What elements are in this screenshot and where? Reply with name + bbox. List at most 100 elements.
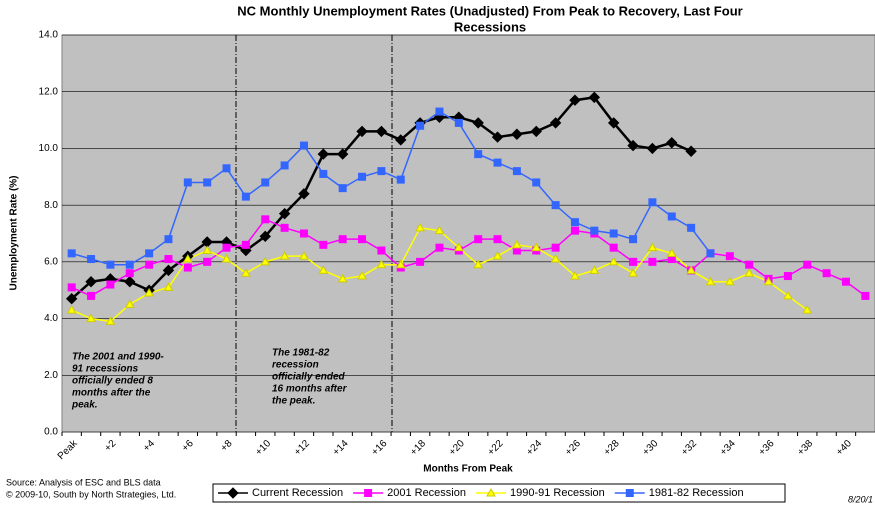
data-point xyxy=(609,229,618,238)
data-point xyxy=(106,260,115,269)
data-point xyxy=(549,117,562,129)
data-point xyxy=(163,282,174,291)
data-point xyxy=(261,215,270,224)
data-point xyxy=(532,178,541,187)
legend-label: 1990-91 Recession xyxy=(510,487,605,499)
data-point xyxy=(375,125,388,138)
legend-marker xyxy=(625,489,634,497)
data-point xyxy=(434,225,445,235)
data-point xyxy=(299,229,308,238)
annotation: peak. xyxy=(71,400,98,411)
source: © 2009-10, South by North Strategies, Lt… xyxy=(6,489,176,499)
data-point xyxy=(67,249,76,258)
data-point xyxy=(377,167,386,176)
annotation: officially ended 8 xyxy=(72,376,153,387)
data-point xyxy=(570,271,580,280)
data-point xyxy=(144,288,154,297)
data-point xyxy=(202,245,213,255)
data-point xyxy=(783,272,792,281)
data-point xyxy=(628,268,638,277)
annotation: months after the xyxy=(72,388,151,399)
data-point xyxy=(629,235,638,244)
chart-title: Recessions xyxy=(454,19,526,34)
data-point xyxy=(396,175,405,184)
x-tick-label: +38 xyxy=(795,438,815,458)
data-point xyxy=(164,255,173,264)
data-point xyxy=(241,192,250,201)
data-point xyxy=(67,283,76,292)
data-point xyxy=(87,291,96,300)
data-point xyxy=(666,137,678,149)
annotation: recession xyxy=(272,360,319,371)
data-point xyxy=(550,254,561,263)
x-tick-label: +8 xyxy=(219,438,235,454)
data-point xyxy=(646,142,659,155)
data-point xyxy=(106,280,115,289)
data-point xyxy=(162,264,175,277)
data-point xyxy=(376,259,387,269)
data-point xyxy=(725,252,734,261)
data-point xyxy=(608,256,619,266)
x-tick-label: +36 xyxy=(757,438,777,458)
data-point xyxy=(745,260,754,269)
data-point xyxy=(435,243,444,252)
data-point xyxy=(87,255,96,264)
x-tick-label: +22 xyxy=(486,438,506,458)
x-tick-label: +6 xyxy=(180,438,196,454)
data-point xyxy=(358,172,367,181)
data-point xyxy=(763,276,774,286)
data-point xyxy=(648,257,657,266)
data-point xyxy=(435,107,444,116)
data-point xyxy=(338,235,347,244)
data-point xyxy=(318,265,329,274)
data-point xyxy=(783,290,793,300)
data-point xyxy=(551,243,560,252)
data-point xyxy=(416,121,425,130)
data-point xyxy=(493,235,502,244)
data-point xyxy=(629,257,638,266)
chart-title: NC Monthly Unemployment Rates (Unadjuste… xyxy=(237,3,742,18)
data-point xyxy=(86,313,96,323)
legend-label: 1981-82 Recession xyxy=(649,487,744,499)
plot-area xyxy=(61,34,875,433)
y-tick-label: 2.0 xyxy=(44,370,58,381)
y-tick-label: 6.0 xyxy=(44,256,58,267)
data-point xyxy=(803,260,812,269)
data-point xyxy=(627,139,639,152)
data-point xyxy=(590,226,599,235)
legend-marker xyxy=(486,487,496,497)
data-point xyxy=(356,125,368,138)
data-point xyxy=(298,188,310,200)
data-point xyxy=(279,251,290,260)
annotation: 91 recessions xyxy=(72,364,139,375)
y-tick-label: 8.0 xyxy=(44,200,58,211)
y-tick-label: 10.0 xyxy=(39,143,59,154)
x-tick-label: +26 xyxy=(563,438,583,458)
data-point xyxy=(222,164,231,173)
data-point xyxy=(241,268,251,277)
data-point xyxy=(705,276,716,286)
data-point xyxy=(183,178,192,187)
data-point xyxy=(744,268,755,277)
data-point xyxy=(377,246,386,255)
data-point xyxy=(551,201,560,210)
data-point xyxy=(531,242,542,252)
x-tick-label: +28 xyxy=(602,438,622,458)
data-point xyxy=(569,94,581,106)
data-point xyxy=(319,169,328,178)
data-point xyxy=(647,242,658,252)
x-tick-label: +10 xyxy=(253,438,273,458)
data-point xyxy=(588,91,601,104)
data-point xyxy=(512,167,521,176)
x-tick-label: +12 xyxy=(292,438,312,458)
data-point xyxy=(666,248,677,257)
data-point xyxy=(261,178,270,187)
data-point xyxy=(416,257,425,266)
y-tick-label: 12.0 xyxy=(39,86,59,97)
data-point xyxy=(415,222,425,232)
data-point xyxy=(66,305,77,314)
data-point xyxy=(338,184,347,193)
y-tick-label: 4.0 xyxy=(44,313,58,324)
data-point xyxy=(472,117,484,129)
